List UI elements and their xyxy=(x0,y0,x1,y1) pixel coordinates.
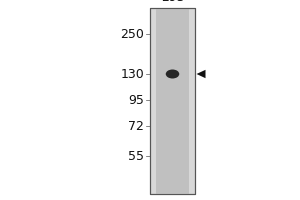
Text: 72: 72 xyxy=(128,119,144,132)
Text: 250: 250 xyxy=(120,27,144,40)
Ellipse shape xyxy=(166,70,179,78)
Polygon shape xyxy=(196,70,206,78)
Text: 130: 130 xyxy=(120,68,144,80)
Text: 55: 55 xyxy=(128,150,144,162)
Text: 293: 293 xyxy=(161,0,184,4)
Text: 95: 95 xyxy=(128,94,144,106)
Bar xyxy=(150,8,195,194)
Bar xyxy=(156,8,189,194)
Bar xyxy=(150,8,195,194)
